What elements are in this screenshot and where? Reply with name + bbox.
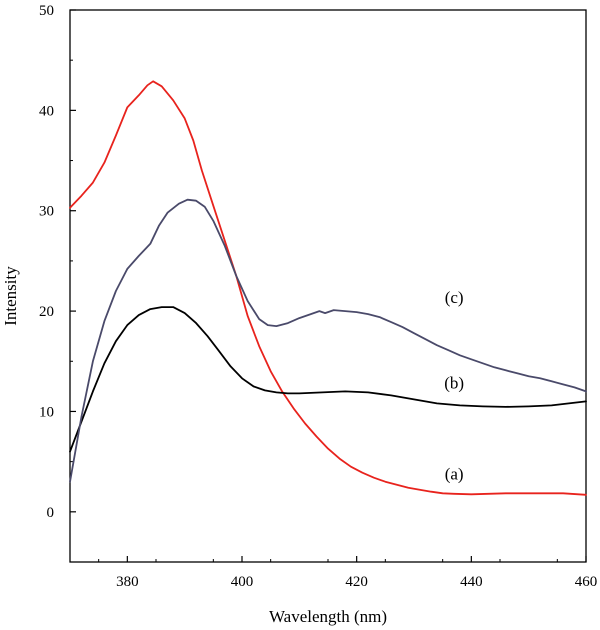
y-tick-label: 30 — [39, 204, 54, 220]
x-tick-label: 460 — [575, 574, 598, 590]
x-tick-label: 380 — [116, 574, 139, 590]
y-tick-label: 40 — [39, 103, 54, 119]
y-axis-title: Intensity — [1, 266, 20, 326]
plot-frame — [69, 9, 587, 563]
ticks: 380 400 420 440 460 0 10 20 30 40 50 — [39, 3, 597, 590]
x-tick-label: 420 — [345, 574, 368, 590]
curve-label: (c) — [445, 288, 464, 307]
x-tick-label: 440 — [460, 574, 483, 590]
y-tick-label: 50 — [39, 3, 54, 19]
curve-label: (b) — [444, 373, 464, 392]
y-tick-label: 0 — [47, 505, 55, 521]
series-line — [69, 306, 587, 453]
series-line — [69, 198, 587, 483]
x-tick-label: 400 — [231, 574, 254, 590]
series-line — [69, 80, 587, 496]
y-tick-label: 20 — [39, 304, 54, 320]
x-axis-title: Wavelength (nm) — [269, 607, 387, 626]
y-tick-label: 10 — [39, 404, 54, 420]
axes — [69, 9, 587, 563]
series-lines — [69, 80, 587, 496]
curve-label: (a) — [445, 465, 464, 484]
curve-labels: (a) (b) (c) — [444, 288, 464, 484]
